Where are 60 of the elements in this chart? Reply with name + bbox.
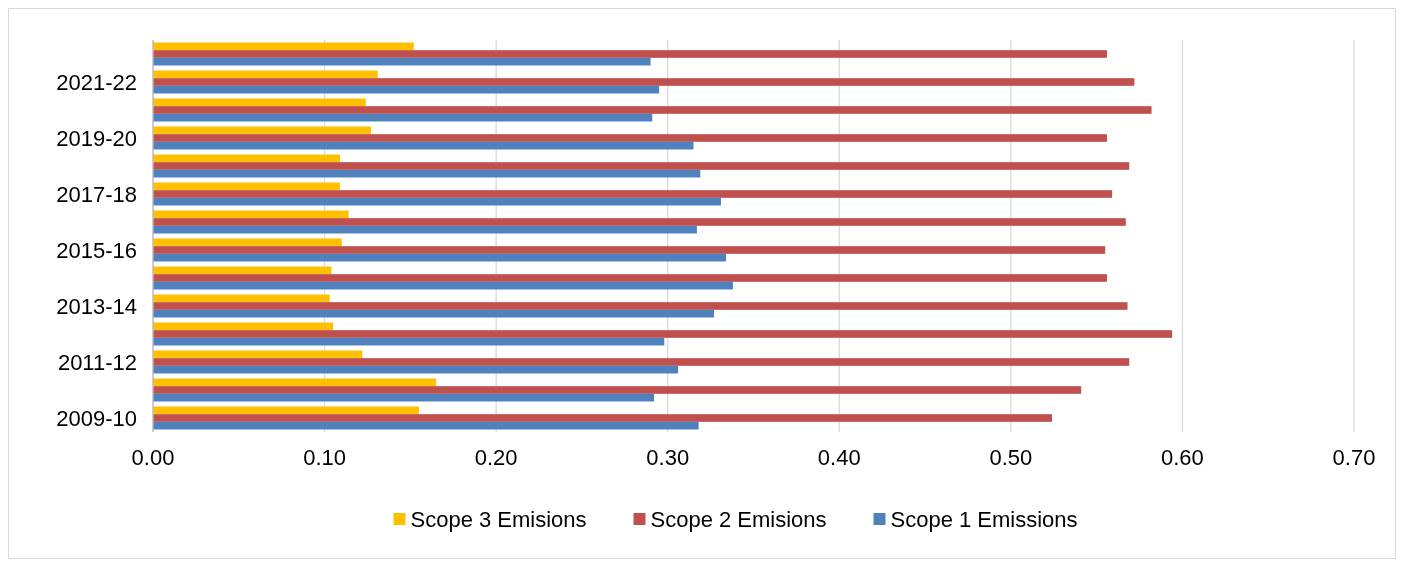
bar <box>153 302 1128 310</box>
bar <box>153 210 349 219</box>
bar <box>153 197 721 206</box>
bar <box>153 42 414 51</box>
bar <box>153 246 1106 254</box>
legend-label: Scope 1 Emissions <box>890 506 1078 532</box>
x-tick-label: 0.50 <box>989 445 1033 470</box>
bar <box>153 393 654 402</box>
y-tick-label: 2019-20 <box>56 125 137 151</box>
bar <box>153 126 371 135</box>
bar <box>153 274 1107 282</box>
bar <box>153 50 1107 58</box>
bar <box>153 85 660 94</box>
y-tick-label: 2017-18 <box>56 181 137 207</box>
bar <box>153 70 378 79</box>
x-tick-label: 0.20 <box>474 445 518 470</box>
bar <box>153 253 727 262</box>
x-tick-label: 0.70 <box>1332 445 1376 470</box>
x-tick-label: 0.10 <box>303 445 346 470</box>
bar <box>153 337 665 346</box>
bar <box>153 225 697 234</box>
bar <box>153 190 1113 198</box>
y-tick-label: 2015-16 <box>56 237 137 263</box>
bar <box>153 169 701 178</box>
bar <box>153 98 366 107</box>
x-tick-label: 0.00 <box>131 445 175 470</box>
y-tick-label: 2021-22 <box>56 69 137 95</box>
bar <box>153 78 1135 86</box>
bar <box>153 154 341 163</box>
y-tick-label: 2009-10 <box>56 405 137 431</box>
bar <box>153 113 653 122</box>
bar <box>153 330 1173 338</box>
bar <box>153 414 1053 422</box>
bar <box>153 365 679 374</box>
bar <box>153 281 733 290</box>
bar <box>153 406 419 415</box>
bar <box>153 57 651 66</box>
bar <box>153 378 437 387</box>
x-tick-label: 0.60 <box>1161 445 1204 470</box>
bar <box>153 266 332 275</box>
bar <box>153 106 1152 114</box>
x-tick-label: 0.30 <box>646 445 690 470</box>
bar <box>153 421 699 430</box>
bar <box>153 141 694 150</box>
y-tick-label: 2011-12 <box>57 349 137 375</box>
x-tick-label: 0.40 <box>817 445 861 470</box>
bar <box>153 162 1130 170</box>
bar <box>153 294 330 303</box>
bar <box>153 218 1126 226</box>
bar <box>153 309 715 318</box>
bar <box>153 386 1082 394</box>
bar <box>153 134 1107 142</box>
bar <box>153 238 342 247</box>
bar <box>153 358 1130 366</box>
legend-label: Scope 3 Emisions <box>410 506 587 532</box>
bar <box>153 322 334 331</box>
y-tick-label: 2013-14 <box>56 293 137 319</box>
bar <box>153 350 363 359</box>
legend-label: Scope 2 Emisions <box>650 506 827 532</box>
bar <box>153 182 341 191</box>
